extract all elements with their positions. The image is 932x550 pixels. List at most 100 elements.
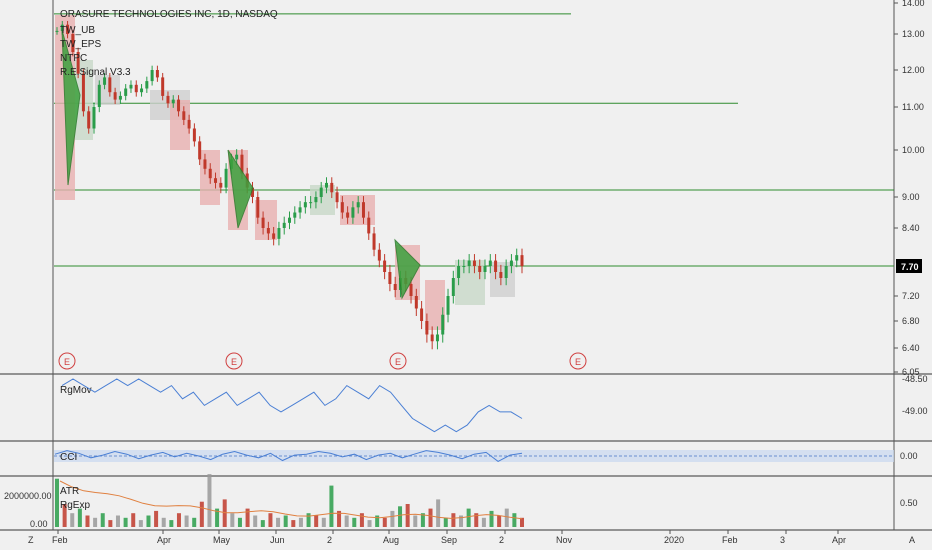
candle-body <box>134 84 138 93</box>
candle-body <box>483 266 487 272</box>
candle-body <box>515 255 519 261</box>
price-axis[interactable]: 14.00 13.00 12.00 11.00 10.00 9.00 8.40 7.20 6.8… <box>894 0 925 377</box>
volume-bar <box>192 517 197 527</box>
price-tick-label: 12.00 <box>902 65 925 75</box>
candle-body <box>520 255 524 266</box>
candle-body <box>129 84 133 89</box>
candle-body <box>71 34 75 52</box>
candle-body <box>425 321 429 335</box>
cci-label: CCI <box>60 452 77 463</box>
volume-left-tick: 0.00 <box>30 519 48 529</box>
zoom-reset-button[interactable]: Z <box>28 535 34 545</box>
price-tick-label: 13.00 <box>902 29 925 39</box>
volume-bars <box>55 474 524 527</box>
volume-bar <box>100 513 105 527</box>
candle-body <box>177 99 181 112</box>
volume-bar <box>413 515 418 527</box>
candle-body <box>203 159 207 169</box>
volume-bar <box>291 520 296 527</box>
volume-bar <box>489 510 494 527</box>
signal-triangle <box>394 238 421 300</box>
candle-body <box>488 260 492 266</box>
candle-body <box>504 266 508 278</box>
volume-bar <box>359 513 364 527</box>
candle-body <box>251 187 255 197</box>
price-tick-label: 10.00 <box>902 145 925 155</box>
volume-bar <box>504 508 509 527</box>
candle-body <box>256 197 260 218</box>
candle-body <box>198 141 202 160</box>
volume-bar <box>321 517 326 527</box>
candle-body <box>499 272 503 278</box>
rgmov-tick: -49.00 <box>902 406 928 416</box>
atr-label: ATR <box>60 486 79 497</box>
candle-body <box>457 266 461 278</box>
last-price-badge[interactable] <box>896 259 922 273</box>
volume-bar <box>352 517 357 527</box>
time-tick-label: Feb <box>52 535 68 545</box>
atr-right-tick: 0.50 <box>900 498 918 508</box>
candle-body <box>414 296 418 309</box>
rgmov-line <box>61 378 523 433</box>
volume-bar <box>436 499 441 527</box>
candle-body <box>182 111 186 120</box>
rgmov-axis: -48.50 -49.00 <box>902 374 928 416</box>
auto-scale-button[interactable]: A <box>909 535 915 545</box>
volume-bar <box>398 506 403 527</box>
price-tick-label: 11.00 <box>902 102 924 112</box>
time-axis[interactable]: Feb Apr May Jun 2 Aug Sep 2 Nov 2020 Feb 3 Apr <box>52 530 846 545</box>
chart-title: ORASURE TECHNOLOGIES INC, 1D, NASDAQ <box>60 9 278 20</box>
volume-bar <box>161 517 166 527</box>
candle-body <box>478 266 482 272</box>
volume-bar <box>253 515 258 527</box>
volume-bar <box>329 485 334 527</box>
candle-body <box>60 24 64 31</box>
candle-body <box>361 202 365 218</box>
earnings-marker-icon <box>225 352 243 370</box>
time-tick-label: 2020 <box>664 535 684 545</box>
candle-body <box>430 334 434 342</box>
atr-line <box>59 480 523 520</box>
candle-body <box>171 99 175 104</box>
volume-bar <box>451 513 456 527</box>
candle-body <box>372 233 376 250</box>
candle-body <box>261 217 265 228</box>
earnings-marker-label: E <box>395 357 401 367</box>
volume-bar <box>420 513 425 527</box>
candle-body <box>451 278 455 296</box>
volume-bar <box>70 513 75 527</box>
cci-tick: 0.00 <box>900 451 918 461</box>
candle-body <box>324 182 328 188</box>
candle-body <box>208 168 212 179</box>
candle-body <box>266 228 270 234</box>
volume-bar <box>108 520 113 527</box>
candle-body <box>97 84 101 107</box>
candle-body <box>81 73 85 112</box>
candle-body <box>166 95 170 104</box>
volume-bar <box>481 517 486 527</box>
signal-zone <box>425 280 445 330</box>
candle-body <box>346 212 350 218</box>
candle-body <box>314 197 318 203</box>
candle-body <box>76 52 80 74</box>
price-tick-label: 14.00 <box>902 0 925 8</box>
candle-body <box>192 128 196 142</box>
candle-body <box>335 192 339 203</box>
earnings-marker-icon <box>569 352 587 370</box>
volume-bar <box>382 517 387 527</box>
volume-bar <box>443 517 448 527</box>
volume-bar <box>390 510 395 527</box>
candle-body <box>87 111 91 129</box>
candle-body <box>118 95 122 100</box>
volume-bar <box>428 508 433 527</box>
candle-body <box>66 24 70 34</box>
indicator-label: R.E.Signal V3.3 <box>60 67 131 78</box>
price-tick-label: 6.40 <box>902 343 920 353</box>
volume-bar <box>199 501 204 527</box>
main-panel-bg <box>0 0 894 373</box>
volume-bar <box>337 510 342 527</box>
signal-zone <box>255 200 277 240</box>
volume-bar <box>276 517 281 527</box>
